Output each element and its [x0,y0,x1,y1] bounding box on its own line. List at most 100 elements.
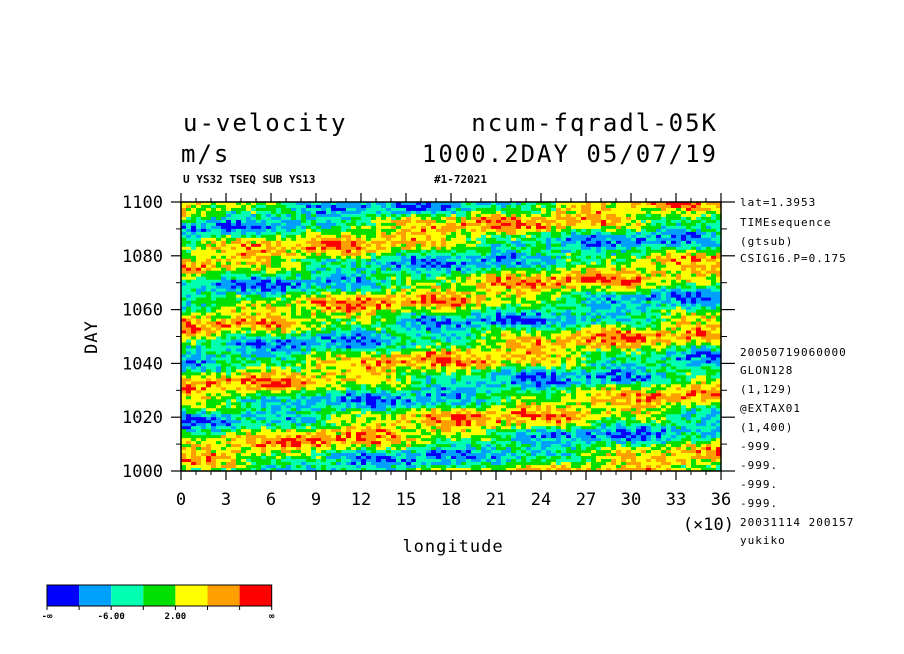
heatmap-cell [446,261,452,266]
heatmap-cell [696,202,702,206]
heatmap-cell [236,240,242,245]
heatmap-cell [236,261,242,266]
heatmap-cell [271,249,277,254]
heatmap-cell [561,327,567,331]
heatmap-cell [501,234,507,239]
heatmap-cell [431,261,437,266]
heatmap-cell [631,291,637,296]
heatmap-cell [666,231,672,236]
heatmap-cell [376,219,382,224]
heatmap-cell [476,318,482,322]
heatmap-cell [501,255,507,260]
heatmap-cell [206,276,212,281]
heatmap-cell [716,237,722,242]
heatmap-cell [196,231,202,236]
heatmap-cell [376,204,382,209]
heatmap-cell [191,202,197,206]
heatmap-cell [586,252,592,257]
heatmap-cell [616,231,622,236]
heatmap-cell [591,267,597,272]
heatmap-cell [466,202,472,206]
heatmap-cell [221,210,227,215]
heatmap-cell [431,202,437,206]
heatmap-cell [211,213,217,218]
heatmap-cell [451,333,457,337]
heatmap-cell [296,249,302,254]
heatmap-cell [711,204,717,209]
heatmap-cell [361,222,367,227]
heatmap-cell [311,210,317,215]
heatmap-cell [441,309,447,313]
heatmap-cell [331,228,337,233]
heatmap-cell [376,222,382,227]
heatmap-cell [651,324,657,328]
heatmap-cell [196,258,202,263]
heatmap-cell [636,249,642,254]
heatmap-cell [276,252,282,257]
heatmap-cell [701,264,707,269]
heatmap-cell [346,216,352,221]
heatmap-cell [701,255,707,260]
heatmap-cell [191,252,197,257]
heatmap-cell [201,210,207,215]
heatmap-cell [376,243,382,248]
heatmap-cell [471,228,477,233]
heatmap-cell [651,219,657,224]
heatmap-cell [351,294,357,299]
heatmap-cell [311,261,317,266]
heatmap-cell [186,255,192,260]
heatmap-cell [621,210,627,215]
heatmap-cell [366,327,372,331]
heatmap-cell [306,297,312,302]
heatmap-cell [716,318,722,322]
heatmap-cell [661,255,667,260]
heatmap-cell [466,294,472,299]
heatmap-cell [361,318,367,322]
heatmap-cell [301,216,307,221]
heatmap-cell [221,327,227,331]
heatmap-cell [676,225,682,230]
heatmap-cell [326,303,332,308]
heatmap-cell [606,252,612,257]
heatmap-cell [196,279,202,284]
heatmap-cell [651,237,657,242]
heatmap-cell [201,291,207,296]
heatmap-cell [221,228,227,233]
heatmap-cell [356,333,362,337]
heatmap-cell [196,327,202,331]
heatmap-cell [451,240,457,245]
heatmap-cell [571,255,577,260]
heatmap-cell [261,270,267,275]
heatmap-cell [491,324,497,328]
heatmap-cell [331,267,337,272]
heatmap-cell [676,270,682,275]
heatmap-cell [451,309,457,313]
heatmap-cell [251,225,257,230]
heatmap-cell [526,246,532,251]
heatmap-cell [646,294,652,299]
heatmap-cell [391,210,397,215]
heatmap-cell [446,288,452,293]
heatmap-cell [651,249,657,254]
heatmap-cell [331,213,337,218]
heatmap-cell [351,234,357,239]
heatmap-cell [306,240,312,245]
heatmap-cell [621,276,627,281]
heatmap-cell [616,282,622,287]
heatmap-cell [371,333,377,337]
heatmap-cell [456,300,462,305]
heatmap-cell [461,216,467,221]
heatmap-cell [526,234,532,239]
heatmap-cell [536,270,542,275]
heatmap-cell [461,249,467,254]
heatmap-cell [191,324,197,328]
heatmap-cell [191,267,197,272]
heatmap-cell [556,202,562,206]
heatmap-cell [631,204,637,209]
heatmap-cell [341,324,347,328]
heatmap-cell [566,219,572,224]
heatmap-cell [191,300,197,305]
heatmap-cell [631,312,637,316]
heatmap-cell [691,270,697,275]
heatmap-cell [676,330,682,334]
